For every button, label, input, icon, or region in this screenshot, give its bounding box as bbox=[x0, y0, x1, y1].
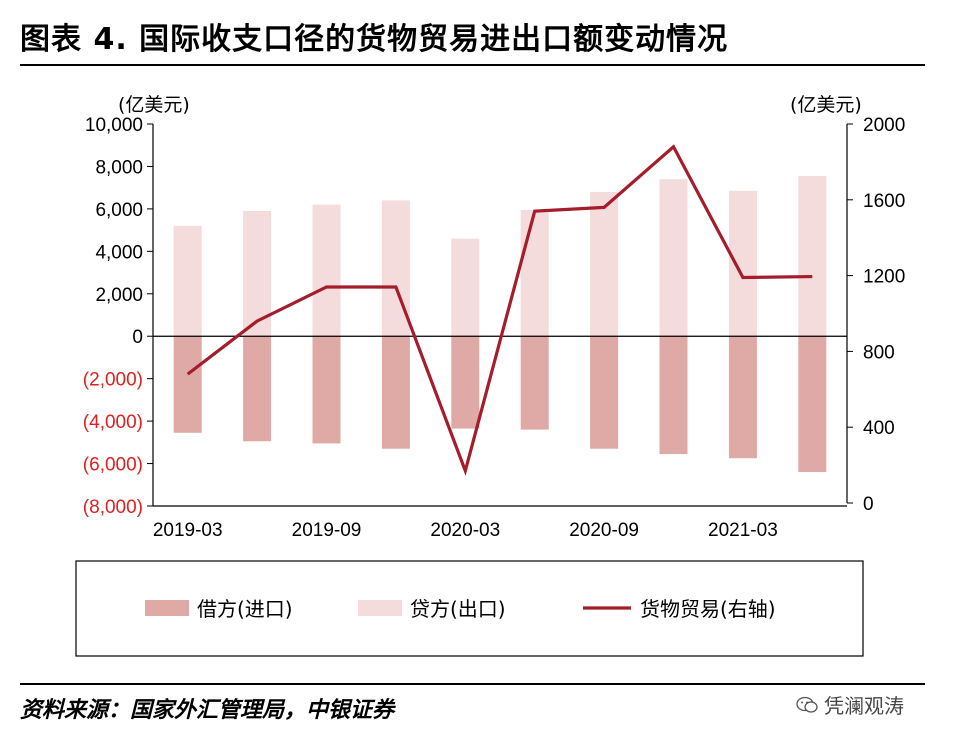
trade-line bbox=[186, 144, 813, 477]
right-tick-label: 400 bbox=[863, 418, 895, 439]
right-tick-label: 800 bbox=[863, 342, 895, 363]
right-tick-label: 2000 bbox=[863, 115, 905, 136]
watermark-text: 凭澜观涛 bbox=[824, 694, 904, 718]
x-tick-label: 2020-03 bbox=[430, 520, 500, 541]
export-bar bbox=[659, 179, 688, 337]
left-tick-label: (8,000) bbox=[83, 497, 143, 518]
export-bar bbox=[451, 238, 480, 337]
x-tick-label: 2019-09 bbox=[292, 520, 362, 541]
left-tick-label: (2,000) bbox=[83, 370, 143, 391]
export-bar bbox=[312, 204, 341, 337]
right-tick-label: 1600 bbox=[863, 191, 905, 212]
left-tick-label: 4,000 bbox=[95, 242, 143, 263]
x-tick-label: 2021-03 bbox=[708, 520, 778, 541]
legend-swatch-export bbox=[358, 600, 402, 616]
right-axis-unit: (亿美元) bbox=[790, 94, 862, 116]
import-bar bbox=[243, 336, 272, 442]
chart-title: 图表 4. 国际收支口径的货物贸易进出口额变动情况 bbox=[20, 22, 729, 57]
left-tick-label: (4,000) bbox=[83, 412, 143, 433]
watermark: 凭澜观涛 bbox=[796, 690, 904, 719]
import-bar bbox=[451, 336, 480, 429]
import-bar bbox=[659, 336, 688, 455]
legend-swatch-import bbox=[145, 600, 189, 616]
bars-layer bbox=[173, 175, 827, 473]
export-bar bbox=[728, 190, 757, 337]
legend-label-export: 贷方(出口) bbox=[410, 597, 506, 621]
wechat-icon bbox=[796, 696, 818, 713]
import-bar bbox=[798, 336, 827, 473]
export-bar bbox=[590, 191, 619, 337]
legend: 借方(进口) 贷方(出口) 货物贸易(右轴) bbox=[75, 560, 864, 657]
import-bar bbox=[520, 336, 549, 430]
import-bar bbox=[590, 336, 619, 449]
left-tick-label: 8,000 bbox=[95, 157, 143, 178]
export-bar bbox=[520, 209, 549, 337]
title-rule bbox=[20, 64, 925, 66]
source-rule bbox=[20, 683, 925, 685]
left-axis-unit: (亿美元) bbox=[118, 94, 190, 116]
export-bar bbox=[798, 175, 827, 337]
legend-frame bbox=[75, 560, 864, 657]
x-tick-label: 2019-03 bbox=[153, 520, 223, 541]
left-tick-label: (6,000) bbox=[83, 455, 143, 476]
export-bar bbox=[173, 225, 202, 337]
legend-label-import: 借方(进口) bbox=[197, 597, 293, 621]
left-tick-label: 6,000 bbox=[95, 200, 143, 221]
axes-layer: 10,000 8,000 6,000 4,000 2,000 0 (2,000) (4,000… bbox=[83, 94, 905, 541]
left-tick-label: 10,000 bbox=[85, 115, 143, 136]
left-tick-label: 2,000 bbox=[95, 285, 143, 306]
right-tick-label: 1200 bbox=[863, 267, 905, 288]
source-note: 资料来源：国家外汇管理局，中银证券 bbox=[20, 698, 395, 723]
legend-label-trade: 货物贸易(右轴) bbox=[640, 597, 776, 621]
chart: 10,000 8,000 6,000 4,000 2,000 0 (2,000) (4,000… bbox=[75, 94, 905, 657]
import-bar bbox=[312, 336, 341, 444]
import-bar bbox=[728, 336, 757, 459]
right-tick-label: 0 bbox=[863, 494, 874, 515]
import-bar bbox=[173, 336, 202, 433]
left-tick-label: 0 bbox=[132, 327, 143, 348]
import-bar bbox=[381, 336, 410, 449]
line-layer bbox=[186, 144, 813, 477]
x-tick-label: 2020-09 bbox=[569, 520, 639, 541]
